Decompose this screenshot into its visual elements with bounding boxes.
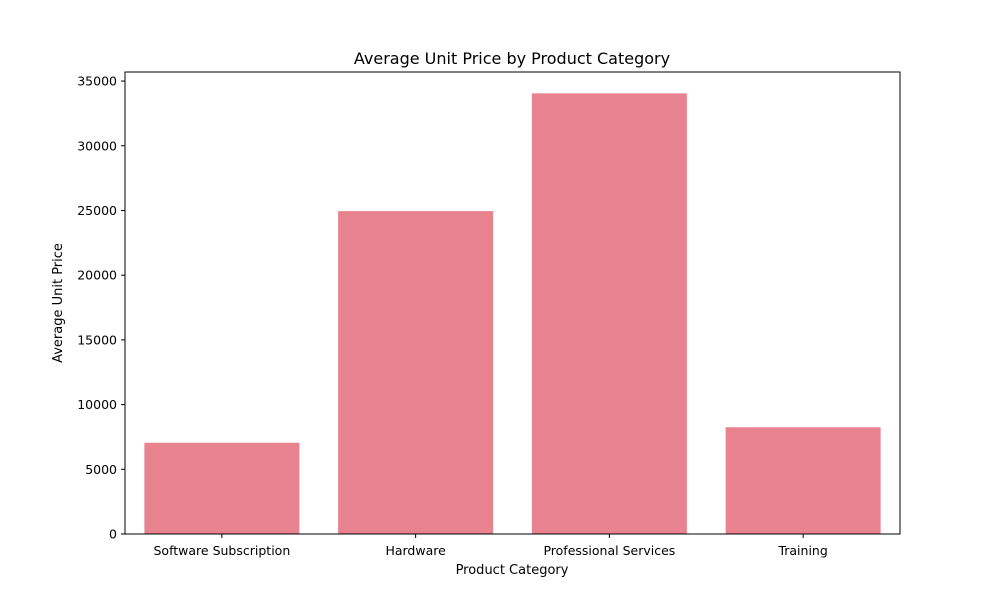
bars-layer <box>144 93 881 535</box>
bar-professional-services <box>531 93 687 535</box>
x-tick-label: Hardware <box>385 543 446 558</box>
x-tick-label: Professional Services <box>543 543 675 558</box>
bar-hardware <box>338 211 494 534</box>
y-tick-label: 20000 <box>77 268 117 283</box>
bar-software-subscription <box>144 442 300 534</box>
x-tick-label: Training <box>777 543 827 558</box>
y-tick-label: 10000 <box>77 397 117 412</box>
y-tick-label: 0 <box>109 527 117 542</box>
y-tick-label: 15000 <box>77 332 117 347</box>
x-axis-label: Product Category <box>456 563 569 578</box>
y-axis: 0 5000 10000 15000 20000 25000 30000 35000 <box>77 74 125 542</box>
y-tick-label: 25000 <box>77 203 117 218</box>
x-axis: Software Subscription Hardware Professiona… <box>154 534 828 558</box>
x-tick-label: Software Subscription <box>154 543 291 558</box>
chart-title: Average Unit Price by Product Category <box>354 49 670 68</box>
y-tick-label: 30000 <box>77 138 117 153</box>
y-axis-label: Average Unit Price <box>51 243 66 363</box>
bar-training <box>725 427 881 534</box>
plot-frame <box>124 71 901 535</box>
y-tick-label: 35000 <box>77 74 117 89</box>
y-tick-label: 5000 <box>85 462 117 477</box>
